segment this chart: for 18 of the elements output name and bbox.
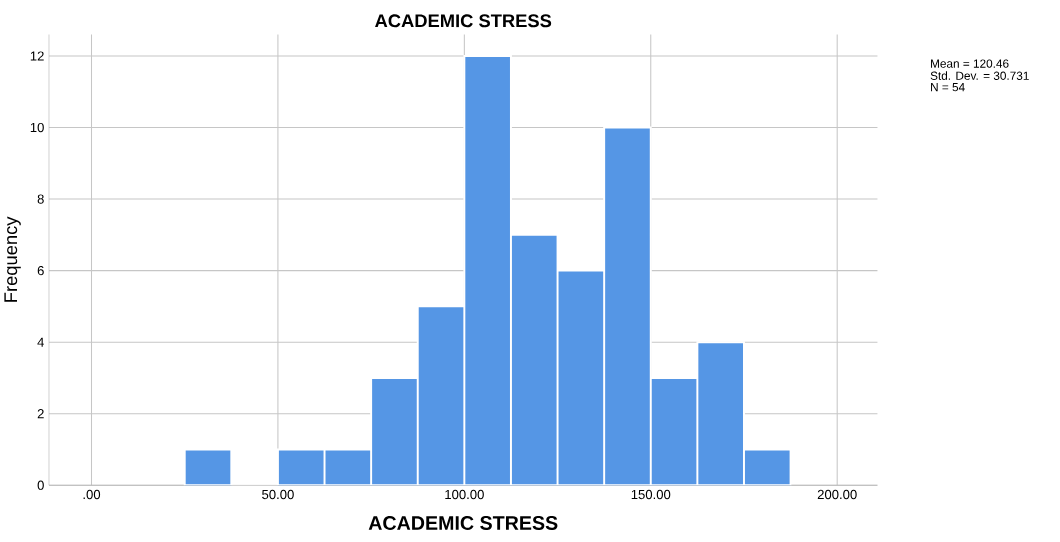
- x-tick-label: 50.00: [262, 489, 294, 499]
- y-axis-title: Frequency: [4, 216, 21, 302]
- chart-title: ACADEMIC STRESS: [375, 14, 552, 28]
- x-tick-label: 100.00: [445, 489, 484, 499]
- y-tick-label: 12: [30, 51, 44, 61]
- y-tick-label: 6: [37, 265, 44, 276]
- text: N = 54: [931, 82, 965, 92]
- y-tick-label: 0: [37, 480, 44, 490]
- x-tick-label: 150.00: [631, 489, 671, 499]
- x-axis-title: ACADEMIC STRESS: [368, 515, 558, 530]
- y-tick-label: 10: [30, 122, 44, 132]
- text: Mean = 120.46: [931, 59, 1009, 68]
- text: Std. Dev. = 30.731: [930, 71, 1029, 80]
- y-tick-label: 4: [37, 337, 44, 347]
- x-tick-label: .00: [83, 489, 101, 499]
- y-tick-label: 8: [37, 194, 44, 204]
- y-tick-label: 2: [37, 408, 44, 419]
- x-tick-label: 200.00: [817, 489, 857, 499]
